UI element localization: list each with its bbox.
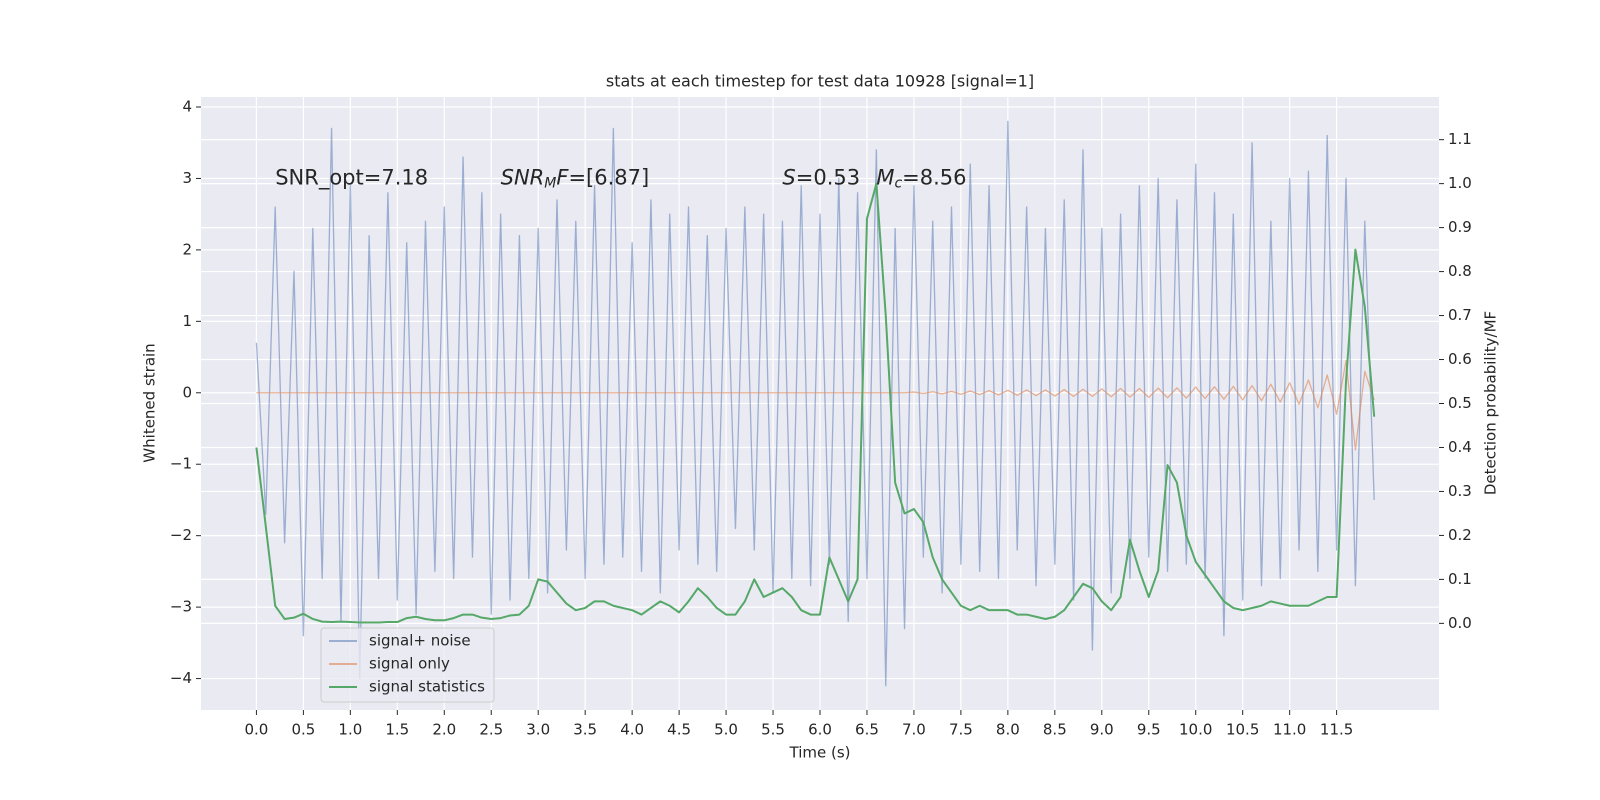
x-tick-label: 10.5: [1226, 721, 1259, 739]
x-tick-label: 4.0: [620, 721, 644, 739]
x-tick-label: 3.0: [526, 721, 550, 739]
y2-tick-label: 0.0: [1448, 614, 1472, 632]
x-tick-label: 6.0: [808, 721, 832, 739]
y-tick-label: −1: [170, 455, 192, 473]
x-tick-label: 7.5: [949, 721, 973, 739]
annotation-part: F: [556, 165, 569, 189]
x-tick-label: 8.0: [996, 721, 1020, 739]
y-tick-label: 0: [182, 383, 192, 401]
x-tick-label: 5.0: [714, 721, 738, 739]
annotation-part: M: [544, 175, 556, 191]
series-line: [255, 120, 1375, 687]
x-tick-label: 1.0: [338, 721, 362, 739]
y2-tick-label: 0.6: [1448, 350, 1472, 368]
series-line: [255, 182, 1376, 624]
annotation-part: =0.53: [796, 165, 860, 189]
y-tick-label: 3: [182, 169, 192, 187]
legend-label: signal+ noise: [369, 632, 471, 650]
x-tick-label: 0.0: [244, 721, 268, 739]
y2-tick-label: 0.9: [1448, 218, 1472, 236]
x-tick-label: 11.5: [1320, 721, 1353, 739]
y2-tick-label: 0.3: [1448, 482, 1472, 500]
x-tick-label: 1.5: [385, 721, 409, 739]
legend-label: signal statistics: [369, 678, 485, 696]
y2-tick-label: 0.5: [1448, 394, 1472, 412]
annotation-part: S: [782, 165, 795, 189]
x-tick-label: 6.5: [855, 721, 879, 739]
x-tick-label: 5.5: [761, 721, 785, 739]
x-tick-label: 9.0: [1090, 721, 1114, 739]
x-tick-label: 2.0: [432, 721, 456, 739]
y2-tick-label: 0.8: [1448, 262, 1472, 280]
y2-tick-label: 1.1: [1448, 130, 1472, 148]
annotation: SNRMF=[6.87]: [501, 165, 650, 191]
annotation-part: =[6.87]: [568, 165, 649, 189]
x-tick-label: 3.5: [573, 721, 597, 739]
y2-axis-label: Detection probability/MF: [1482, 311, 1500, 495]
annotation-part: =8.56: [902, 165, 966, 189]
annotation: Mc=8.56: [876, 165, 966, 191]
x-tick-label: 8.5: [1043, 721, 1067, 739]
y2-tick-label: 1.0: [1448, 174, 1472, 192]
y-tick-label: 2: [182, 240, 192, 258]
y2-tick-label: 0.1: [1448, 570, 1472, 588]
x-tick-label: 4.5: [667, 721, 691, 739]
annotation: SNR_opt=7.18: [275, 165, 428, 190]
x-tick-label: 0.5: [291, 721, 315, 739]
y-axis-label: Whitened strain: [141, 343, 159, 462]
annotation-part: SNR_opt=7.18: [275, 165, 428, 190]
x-axis-label: Time (s): [789, 744, 851, 762]
y-tick-label: 1: [182, 312, 192, 330]
x-tick-label: 2.5: [479, 721, 503, 739]
y2-tick-label: 0.2: [1448, 526, 1472, 544]
y-tick-label: −2: [170, 526, 192, 544]
annotation-part: M: [876, 165, 894, 189]
y2-tick-label: 0.7: [1448, 306, 1472, 324]
x-tick-label: 7.0: [902, 721, 926, 739]
x-tick-label: 11.0: [1273, 721, 1306, 739]
annotation: S=0.53: [782, 165, 860, 189]
y-tick-label: −3: [170, 598, 192, 616]
annotation-part: c: [894, 175, 902, 191]
x-tick-label: 9.5: [1137, 721, 1161, 739]
legend-label: signal only: [369, 655, 450, 673]
y2-tick-label: 0.4: [1448, 438, 1472, 456]
y-tick-label: −4: [170, 669, 192, 687]
y-tick-label: 4: [182, 98, 192, 116]
series-line: [256, 359, 1375, 451]
legend-box: [320, 627, 495, 703]
chart-title: stats at each timestep for test data 109…: [606, 72, 1034, 91]
x-tick-label: 10.0: [1179, 721, 1212, 739]
annotation-part: SNR: [501, 165, 545, 189]
